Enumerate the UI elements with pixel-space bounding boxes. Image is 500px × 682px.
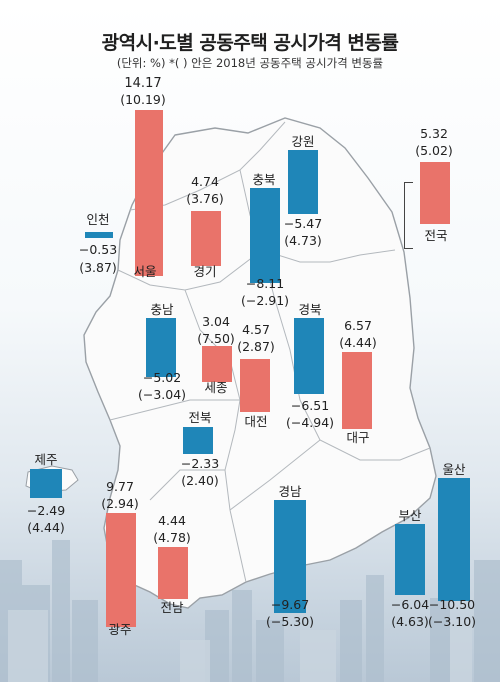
region-name-jeonbuk: 전북 (188, 410, 212, 425)
bar-daejeon (240, 359, 270, 413)
value-gwangju: 9.77 (106, 479, 134, 494)
region-name-daegu: 대구 (346, 430, 370, 445)
region-name-gangwon: 강원 (291, 134, 315, 149)
value-seoul: 14.17 (124, 76, 162, 91)
region-name-gyeongbuk: 경북 (298, 302, 322, 317)
region-name-sejong: 세종 (204, 380, 228, 395)
region-name-seoul: 서울 (133, 264, 157, 279)
region-name-busan: 부산 (398, 508, 422, 523)
bar-daegu (342, 352, 372, 429)
bar-gyeonggi (191, 211, 221, 267)
value-chungnam: −5.02 (142, 370, 182, 385)
prev-value-ulsan: (−3.10) (427, 614, 477, 629)
bar-chungnam (146, 318, 176, 377)
prev-value-gangwon: (4.73) (284, 233, 322, 248)
value-gangwon: −5.47 (283, 216, 323, 231)
region-name-jeonnam: 전남 (160, 600, 184, 615)
value-ulsan: −10.50 (428, 597, 476, 612)
bar-ulsan (438, 478, 470, 601)
bar-jeonnam (158, 547, 188, 599)
bar-national (420, 162, 450, 225)
bar-gwangju (106, 513, 136, 628)
prev-value-gyeongbuk: (−4.94) (285, 415, 335, 430)
region-name-gwangju: 광주 (108, 622, 132, 637)
region-name-daejeon: 대전 (244, 414, 268, 429)
prev-value-chungnam: (−3.04) (137, 387, 187, 402)
value-incheon: −0.53 (78, 242, 118, 257)
prev-value-gwangju: (2.94) (101, 496, 139, 511)
value-sejong: 3.04 (202, 314, 230, 329)
value-jeonbuk: −2.33 (180, 456, 220, 471)
region-name-gyeongnam: 경남 (278, 484, 302, 499)
prev-value-national: (5.02) (415, 143, 453, 158)
bar-gyeongnam (274, 500, 306, 614)
bar-chungbuk (250, 188, 280, 283)
value-busan: −6.04 (390, 597, 430, 612)
region-name-ulsan: 울산 (442, 462, 466, 477)
prev-value-chungbuk: (−2.91) (240, 293, 290, 308)
prev-value-jeonnam: (4.78) (153, 530, 191, 545)
page-subtitle: (단위: %) *( ) 안은 2018년 공동주택 공시가격 변동률 (116, 56, 384, 70)
region-name-national: 전국 (424, 228, 448, 243)
page-title: 광역시·도별 공동주택 공시가격 변동률 (101, 32, 399, 54)
value-national: 5.32 (420, 126, 448, 141)
value-gyeonggi: 4.74 (191, 174, 219, 189)
prev-value-gyeongnam: (−5.30) (265, 614, 315, 629)
value-daegu: 6.57 (344, 318, 372, 333)
prev-value-gyeonggi: (3.76) (186, 191, 224, 206)
prev-value-incheon: (3.87) (79, 260, 117, 275)
bar-jeonbuk (183, 427, 213, 455)
bar-jeju (30, 469, 62, 499)
bar-gangwon (288, 150, 318, 214)
prev-value-daejeon: (2.87) (237, 339, 275, 354)
region-name-gyeonggi: 경기 (193, 264, 217, 279)
prev-value-seoul: (10.19) (120, 92, 166, 107)
prev-value-busan: (4.63) (391, 614, 429, 629)
value-daejeon: 4.57 (242, 322, 270, 337)
region-name-incheon: 인천 (86, 212, 110, 227)
region-name-chungnam: 충남 (150, 302, 174, 317)
bar-sejong (202, 346, 232, 382)
value-jeonnam: 4.44 (158, 513, 186, 528)
prev-value-daegu: (4.44) (339, 335, 377, 350)
region-name-chungbuk: 충북 (252, 172, 276, 187)
bar-busan (395, 524, 425, 595)
value-jeju: −2.49 (26, 503, 66, 518)
prev-value-jeonbuk: (2.40) (181, 473, 219, 488)
value-gyeongbuk: −6.51 (290, 398, 330, 413)
value-gyeongnam: −9.67 (270, 597, 310, 612)
bar-seoul (135, 110, 163, 276)
bar-incheon (85, 232, 113, 239)
region-name-jeju: 제주 (34, 452, 58, 467)
national-average-bracket (404, 182, 413, 249)
prev-value-jeju: (4.44) (27, 520, 65, 535)
bar-gyeongbuk (294, 318, 324, 395)
value-chungbuk: −8.11 (245, 276, 285, 291)
prev-value-sejong: (7.50) (197, 331, 235, 346)
